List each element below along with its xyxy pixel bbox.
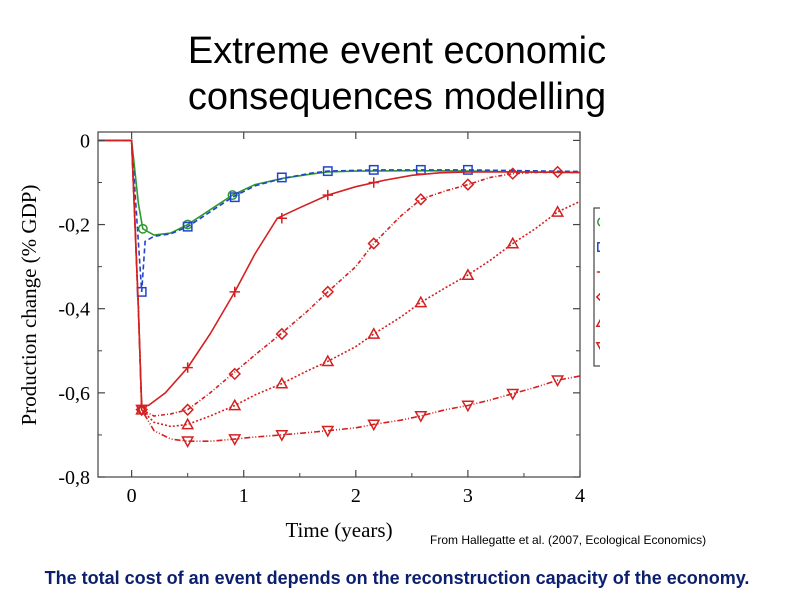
chart-svg: 0 1 2 3 4 0 -0,2 -0,4 -0,6 -0,8 Production change… xyxy=(17,130,781,542)
x-tick-label: 1 xyxy=(239,485,249,507)
slide-title: Extreme event economic consequences mode… xyxy=(0,28,794,120)
data-point xyxy=(368,177,379,188)
series-line xyxy=(98,139,580,292)
series-6 xyxy=(98,139,580,448)
plot-frame xyxy=(97,131,581,478)
data-point xyxy=(182,362,193,373)
data-point xyxy=(181,403,194,416)
data-point xyxy=(181,436,195,448)
data-point xyxy=(275,429,289,442)
data-point xyxy=(137,223,148,234)
data-point xyxy=(367,327,381,339)
data-point xyxy=(506,236,520,249)
data-point xyxy=(462,164,473,175)
data-point xyxy=(228,367,242,381)
data-point xyxy=(228,398,242,411)
data-point xyxy=(321,354,335,367)
data-point xyxy=(276,172,287,183)
data-point xyxy=(367,237,381,250)
y-axis-label: Production change (% GDP) xyxy=(17,185,41,426)
data-point xyxy=(228,434,242,446)
data-point xyxy=(414,193,428,206)
y-tick-label: -0,6 xyxy=(58,383,90,405)
data-point xyxy=(367,419,381,432)
x-tick-label: 2 xyxy=(351,485,361,507)
data-point xyxy=(322,189,333,201)
x-tick-label: 4 xyxy=(575,485,585,507)
y-tick-label: -0,2 xyxy=(58,215,90,237)
slide-caption: The total cost of an event depends on th… xyxy=(44,568,750,588)
slide-title-line-2: consequences modelling xyxy=(187,76,607,118)
slide-title-line-1: Extreme event economic xyxy=(187,30,607,72)
data-point xyxy=(276,213,288,224)
data-point xyxy=(181,417,195,430)
data-point xyxy=(551,165,564,179)
data-point xyxy=(321,425,335,438)
data-point xyxy=(506,388,520,401)
data-point xyxy=(229,192,240,203)
data-point xyxy=(461,400,475,413)
y-tick-label: 0 xyxy=(80,130,90,152)
x-tick-label: 0 xyxy=(127,485,137,507)
series-line xyxy=(98,139,580,428)
x-axis-label: Time (years) xyxy=(285,518,392,542)
series-line xyxy=(98,139,580,442)
data-point xyxy=(135,404,149,417)
data-point xyxy=(321,285,335,299)
data-point xyxy=(551,375,565,387)
data-point xyxy=(275,327,289,341)
data-point xyxy=(551,205,565,217)
x-tick-label: 3 xyxy=(463,485,473,507)
data-point xyxy=(368,164,379,175)
data-point xyxy=(414,411,428,423)
y-tick-label: -0,4 xyxy=(58,299,90,321)
data-point xyxy=(414,295,428,308)
data-point xyxy=(182,221,193,232)
data-point xyxy=(461,268,475,280)
y-tick-label: -0,8 xyxy=(58,467,90,489)
data-point xyxy=(461,178,475,191)
data-point xyxy=(322,166,333,177)
data-point xyxy=(506,167,520,180)
series-line xyxy=(98,139,580,417)
data-point xyxy=(275,376,289,389)
source-credit: From Hallegatte et al. (2007, Ecological… xyxy=(430,533,707,547)
data-point xyxy=(229,286,240,298)
production-change-chart: 0 1 2 3 4 0 -0,2 -0,4 -0,6 -0,8 Production change… xyxy=(10,120,781,550)
